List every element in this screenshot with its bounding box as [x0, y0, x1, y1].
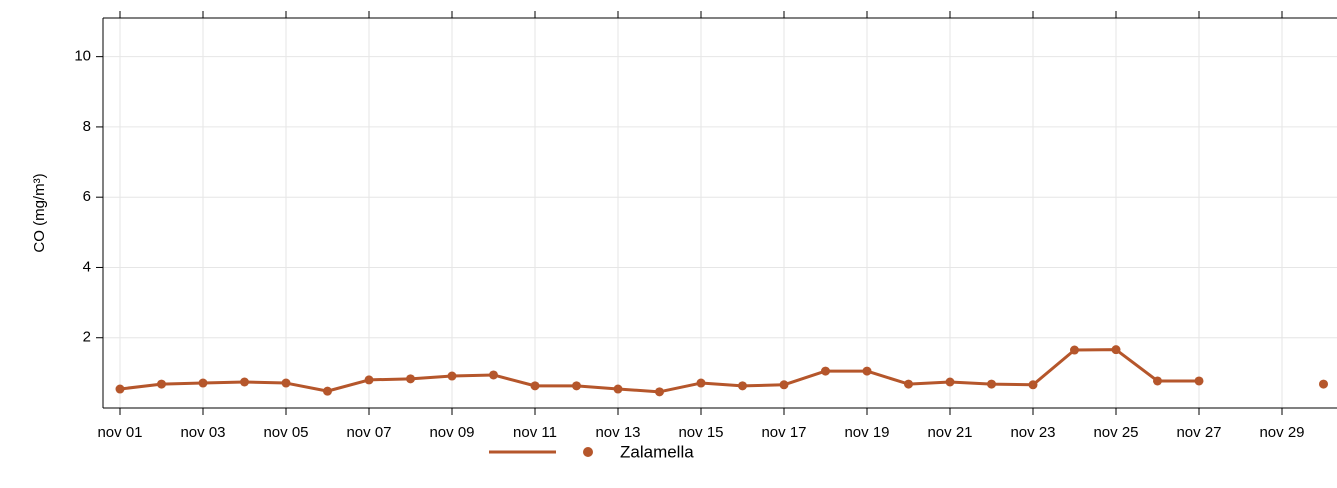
data-point	[696, 378, 706, 388]
data-point	[281, 378, 291, 388]
data-point	[1111, 345, 1121, 355]
legend-label: Zalamella	[620, 442, 694, 461]
y-tick-label: 6	[83, 188, 91, 205]
y-tick-label: 10	[74, 48, 91, 65]
x-tick-label: nov 23	[1010, 424, 1055, 441]
y-tick-label: 2	[83, 329, 91, 346]
data-point	[364, 375, 374, 385]
x-tick-label: nov 11	[513, 424, 557, 441]
x-tick-label: nov 15	[678, 424, 723, 441]
x-tick-label: nov 21	[927, 424, 972, 441]
x-tick-label: nov 13	[595, 424, 640, 441]
data-point	[530, 381, 540, 391]
data-point	[406, 374, 415, 384]
data-point	[987, 379, 996, 389]
x-tick-label: nov 19	[844, 424, 889, 441]
x-tick-label: nov 05	[263, 424, 308, 441]
x-tick-label: nov 25	[1093, 424, 1138, 441]
data-point	[655, 387, 664, 397]
data-point	[1070, 345, 1079, 355]
data-point	[821, 366, 830, 376]
x-tick-label: nov 27	[1176, 424, 1221, 441]
data-point	[115, 384, 125, 394]
x-tick-label: nov 01	[97, 424, 142, 441]
data-point	[489, 370, 498, 380]
data-point	[945, 377, 955, 387]
y-tick-label: 8	[83, 118, 91, 135]
data-point	[862, 366, 872, 376]
data-point	[1028, 380, 1038, 390]
x-tick-label: nov 29	[1259, 424, 1304, 441]
series-line	[120, 350, 1324, 392]
data-point	[447, 371, 457, 381]
x-tick-label: nov 09	[429, 424, 474, 441]
x-tick-label: nov 07	[346, 424, 391, 441]
legend-marker	[583, 447, 593, 457]
data-point	[323, 386, 332, 396]
data-point	[738, 381, 747, 391]
data-point	[157, 379, 166, 389]
data-point	[1319, 379, 1328, 389]
x-tick-label: nov 03	[180, 424, 225, 441]
data-point	[613, 384, 623, 394]
y-axis-label: CO (mg/m³)	[31, 173, 48, 252]
y-tick-label: 4	[83, 258, 91, 275]
data-point	[198, 378, 208, 388]
data-point	[904, 379, 913, 389]
data-point	[572, 381, 581, 391]
x-tick-label: nov 17	[761, 424, 806, 441]
data-point	[1153, 376, 1162, 386]
data-point	[240, 377, 249, 387]
data-point	[779, 380, 789, 390]
data-point	[1194, 376, 1204, 386]
